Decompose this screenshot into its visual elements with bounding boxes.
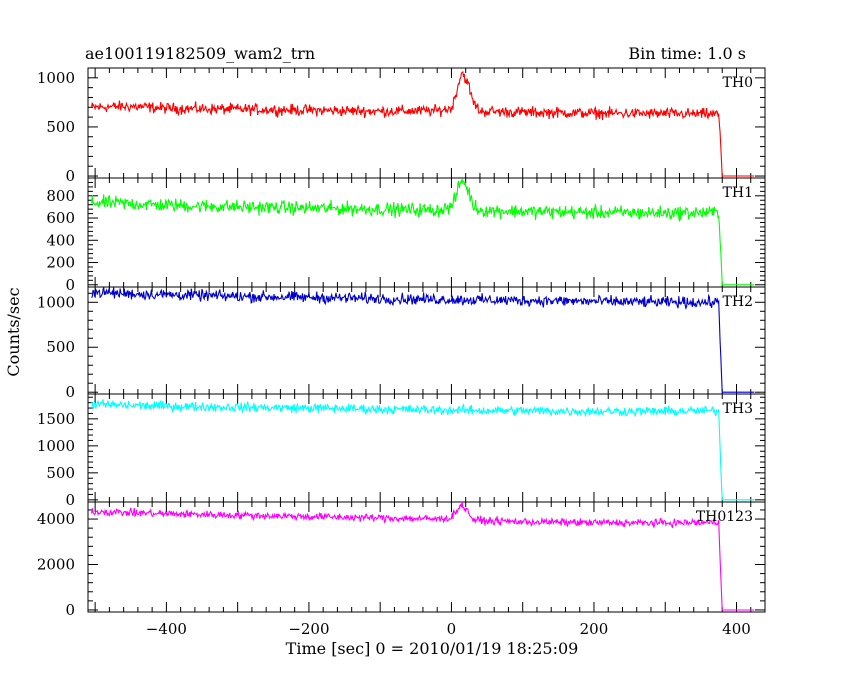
panel-frame [87,177,766,288]
y-tick-label: 0 [65,601,75,619]
series-line-th0123 [91,501,755,611]
y-tick-label: 4000 [37,510,75,528]
series-label: TH3 [723,401,753,417]
y-axis-title: Counts/sec [4,287,23,376]
x-tick-label: 200 [580,620,609,638]
series-label: TH2 [723,294,753,310]
series-label: TH0 [723,75,753,91]
panel-frame [87,67,766,179]
y-tick-label: 500 [46,118,75,136]
chart-title: ae100119182509_wam2_trn [85,44,315,63]
series-line-th0 [91,70,755,177]
y-tick-label: 200 [46,254,75,272]
series-label: TH0123 [696,509,753,525]
panel-frame [87,501,766,613]
panel-th0123: 0 2000 4000 TH0123 −400 −200 0 200 400 [37,501,766,638]
y-tick-label: 600 [46,209,75,227]
y-tick-label: 500 [46,464,75,482]
y-tick-label: 500 [46,338,75,356]
x-tick-label: −200 [288,620,329,638]
y-tick-label: 0 [65,276,75,294]
panel-th3: 0 500 1000 1500 TH3 [37,393,766,509]
y-tick-label: 0 [65,383,75,401]
series-line-th2 [91,286,755,393]
y-tick-label: 1500 [37,410,75,428]
series-line-th1 [91,178,755,286]
y-tick-label: 2000 [37,556,75,574]
series-label: TH1 [723,185,753,201]
x-tick-label: 0 [447,620,457,638]
x-tick-label: −400 [146,620,187,638]
series-line-th3 [91,399,755,501]
panel-th0: 0 500 1000 TH0 [37,67,766,185]
y-tick-label: 400 [46,231,75,249]
y-tick-label: 1000 [37,69,75,87]
x-axis-title: Time [sec] 0 = 2010/01/19 18:25:09 [286,639,579,658]
y-tick-label: 0 [65,167,75,185]
panel-th1: 0 200 400 600 800 TH1 [46,177,766,294]
bin-time-label: Bin time: 1.0 s [628,44,746,63]
y-tick-label: 800 [46,187,75,205]
panels: 0 500 1000 TH0 0 200 400 600 800 TH1 0 500 1000 TH2 0 5… [37,67,766,638]
panel-frame [87,286,766,395]
y-tick-label: 1000 [37,437,75,455]
y-tick-label: 0 [65,491,75,509]
panel-th2: 0 500 1000 TH2 [37,286,766,401]
x-tick-label: 400 [722,620,751,638]
y-tick-label: 1000 [37,293,75,311]
